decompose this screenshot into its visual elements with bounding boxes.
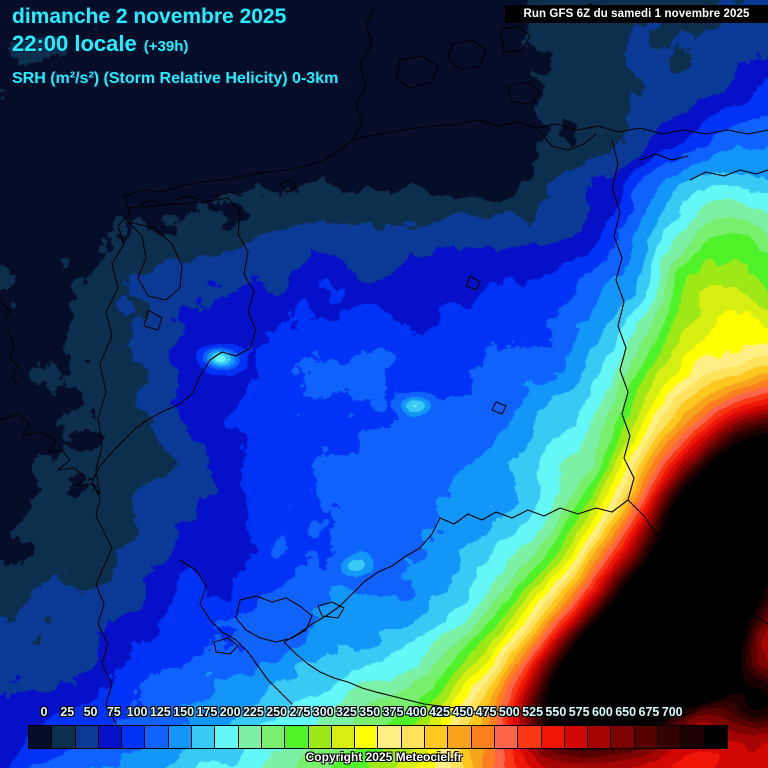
colorbar-tick-label: 300 xyxy=(312,705,334,719)
copyright-label: Copyright 2025 Meteociel.fr xyxy=(305,750,463,764)
colorbar-swatch[interactable] xyxy=(98,726,123,748)
colorbar-swatch[interactable] xyxy=(238,726,262,748)
colorbar-tick-label: 475 xyxy=(475,705,497,719)
colorbar-tick-label: 325 xyxy=(336,705,357,719)
colorbar-swatch[interactable] xyxy=(355,726,379,748)
colorbar-swatch[interactable] xyxy=(168,726,193,748)
colorbar-tick-label: 450 xyxy=(452,705,474,719)
colorbar-tick-label: 575 xyxy=(568,705,590,719)
colorbar-swatch[interactable] xyxy=(634,726,659,748)
colorbar-swatch[interactable] xyxy=(541,726,565,748)
colorbar-tick-label: 350 xyxy=(359,705,381,719)
colorbar-legend: 0 25 50 75 100 125 150 175 200 225 250 275 300 325 350… xyxy=(0,705,768,768)
colorbar-tick-label: 250 xyxy=(266,705,288,719)
colorbar-swatch[interactable] xyxy=(401,726,426,748)
colorbar-tick-label: 225 xyxy=(242,705,264,719)
colorbar-swatch[interactable] xyxy=(192,726,216,748)
colorbar-swatch[interactable] xyxy=(681,726,705,748)
colorbar-tick-label: 525 xyxy=(522,705,544,719)
colorbar-swatches[interactable] xyxy=(28,725,728,749)
colorbar-swatch[interactable] xyxy=(215,726,239,748)
colorbar-swatch[interactable] xyxy=(285,726,309,748)
colorbar-tick-label: 150 xyxy=(173,705,195,719)
colorbar-tick-label: 600 xyxy=(591,705,613,719)
colorbar-tick-label: 25 xyxy=(60,705,75,719)
colorbar-swatch[interactable] xyxy=(588,726,612,748)
forecast-date-label: dimanche 2 novembre 2025 xyxy=(12,5,287,28)
colorbar-tick-labels: 0 25 50 75 100 125 150 175 200 225 250 275 300 325 350… xyxy=(0,705,768,723)
model-run-banner: Run GFS 6Z du samedi 1 novembre 2025 xyxy=(505,5,768,23)
forecast-time-label: 22:00 locale xyxy=(12,31,137,56)
colorbar-tick-label: 375 xyxy=(382,705,404,719)
colorbar-swatch[interactable] xyxy=(52,726,76,748)
colorbar-swatch[interactable] xyxy=(75,726,99,748)
colorbar-swatch[interactable] xyxy=(471,726,495,748)
colorbar-tick-label: 425 xyxy=(429,705,450,719)
colorbar-tick-label: 700 xyxy=(661,705,683,719)
forecast-leadtime-label: (+39h) xyxy=(143,38,189,55)
colorbar-swatch[interactable] xyxy=(448,726,472,748)
colorbar-tick-label: 675 xyxy=(638,705,660,719)
colorbar-tick-label: 650 xyxy=(615,705,637,719)
colorbar-swatch[interactable] xyxy=(564,726,589,748)
colorbar-swatch[interactable] xyxy=(145,726,169,748)
colorbar-swatch[interactable] xyxy=(425,726,449,748)
colorbar-tick-label: 100 xyxy=(126,705,148,719)
forecast-time-row: 22:00 locale (+39h) xyxy=(12,31,188,57)
colorbar-swatch[interactable] xyxy=(611,726,635,748)
colorbar-tick-label: 500 xyxy=(498,705,520,719)
colorbar-tick-label: 75 xyxy=(106,705,121,719)
colorbar-tick-label: 175 xyxy=(196,705,218,719)
colorbar-swatch[interactable] xyxy=(261,726,286,748)
colorbar-swatch[interactable] xyxy=(308,726,332,748)
colorbar-swatch[interactable] xyxy=(378,726,402,748)
colorbar-tick-label: 550 xyxy=(545,705,567,719)
colorbar-tick-label: 50 xyxy=(83,705,98,719)
colorbar-swatch[interactable] xyxy=(494,726,519,748)
colorbar-tick-label: 275 xyxy=(289,705,311,719)
colorbar-tick-label: 200 xyxy=(219,705,241,719)
parameter-title-label: SRH (m²/s²) (Storm Relative Helicity) 0-… xyxy=(12,70,339,87)
colorbar-tick-label: 0 xyxy=(40,705,48,719)
colorbar-swatch[interactable] xyxy=(704,726,727,748)
colorbar-swatch[interactable] xyxy=(122,726,146,748)
colorbar-swatch[interactable] xyxy=(658,726,682,748)
colorbar-swatch[interactable] xyxy=(331,726,356,748)
colorbar-swatch[interactable] xyxy=(29,726,53,748)
colorbar-tick-label: 125 xyxy=(149,705,171,719)
colorbar-tick-label: 400 xyxy=(405,705,427,719)
colorbar-swatch[interactable] xyxy=(518,726,542,748)
